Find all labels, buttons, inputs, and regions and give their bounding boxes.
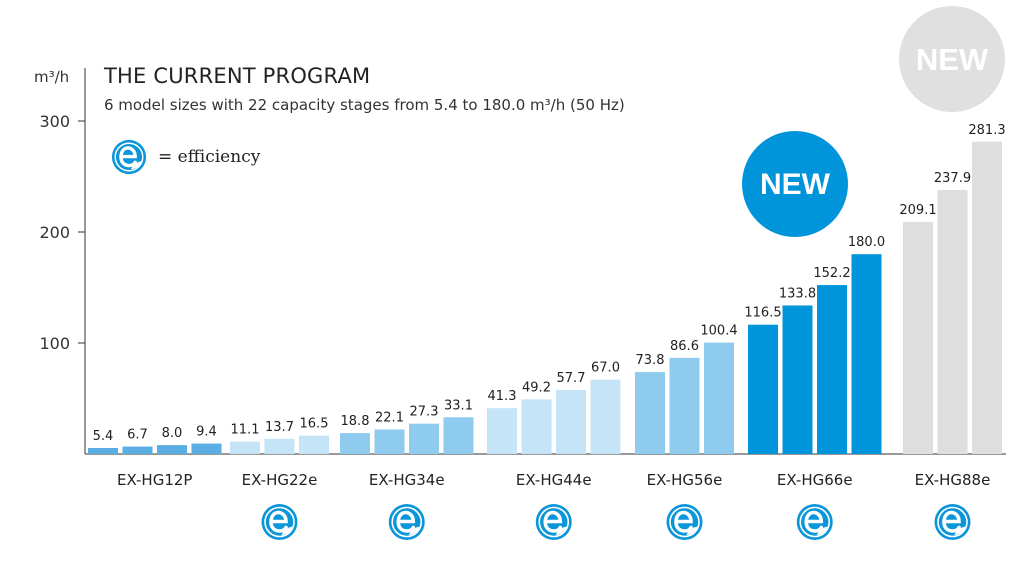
group-labels-layer: EX-HG12P EX-HG22e EX-HG34e EX-HG44e EX-HG56e… xyxy=(117,471,991,542)
y-axis-unit: m³/h xyxy=(34,68,70,86)
bar-value-label: 18.8 xyxy=(341,414,370,429)
bar-value-label: 67.0 xyxy=(591,361,620,376)
bar-value-label: 237.9 xyxy=(934,171,971,186)
efficiency-icon xyxy=(533,502,574,542)
group-label: EX-HG66e xyxy=(777,471,853,489)
bar xyxy=(903,221,933,454)
bar-value-label: 57.7 xyxy=(557,371,586,386)
bar xyxy=(122,446,153,454)
efficiency-icon xyxy=(794,502,835,542)
bar xyxy=(443,417,474,454)
efficiency-legend-text: = efficiency xyxy=(158,147,261,167)
bar xyxy=(230,441,260,454)
group-label: EX-HG56e xyxy=(647,471,723,489)
bar xyxy=(817,285,847,454)
bar-value-label: 180.0 xyxy=(848,235,885,250)
group-label: EX-HG12P xyxy=(117,471,192,489)
bar xyxy=(340,433,370,454)
efficiency-icon xyxy=(386,502,427,542)
bar-value-label: 6.7 xyxy=(127,428,148,443)
bar-value-label: 8.0 xyxy=(162,426,183,441)
chart-title: THE CURRENT PROGRAM xyxy=(104,64,371,88)
efficiency-icon xyxy=(664,502,705,542)
group-label: EX-HG34e xyxy=(369,471,445,489)
bar xyxy=(191,443,222,454)
y-tick-label: 100 xyxy=(39,334,70,353)
y-tick-label: 200 xyxy=(39,223,70,242)
bar xyxy=(590,379,621,454)
bar-value-label: 16.5 xyxy=(300,417,329,432)
new-badge-grey-label: NEW xyxy=(916,42,989,77)
bar xyxy=(937,189,968,454)
new-badge-grey-circle xyxy=(899,6,1005,112)
bar xyxy=(704,342,734,454)
bar xyxy=(972,141,1002,454)
bar xyxy=(556,389,586,454)
bar-value-label: 281.3 xyxy=(968,123,1005,138)
y-tick-label: 300 xyxy=(39,112,70,131)
efficiency-icon xyxy=(259,502,300,542)
bar-value-label: 152.2 xyxy=(813,266,850,281)
bar xyxy=(669,357,700,454)
bar-value-label: 22.1 xyxy=(375,410,404,425)
badge-layer: NEW NEW xyxy=(742,6,1005,237)
bar-value-label: 209.1 xyxy=(899,203,936,218)
bar-value-label: 27.3 xyxy=(410,405,439,420)
bar-value-label: 11.1 xyxy=(231,423,260,438)
bar-value-label: 86.6 xyxy=(670,339,699,354)
bar-value-label: 9.4 xyxy=(196,425,217,440)
labels-layer: 5.4 6.7 8.0 9.4 11.1 13.7 16.5 18.8 22.1 27.3 33.1… xyxy=(93,123,1006,444)
bar-value-label: 5.4 xyxy=(93,429,114,444)
chart-subtitle: 6 model sizes with 22 capacity stages fr… xyxy=(104,96,625,114)
bar-value-label: 116.5 xyxy=(744,306,781,321)
bar xyxy=(157,445,187,454)
group-label: EX-HG44e xyxy=(516,471,592,489)
bar-value-label: 49.2 xyxy=(522,380,551,395)
bar-value-label: 133.8 xyxy=(779,286,816,301)
group-label: EX-HG88e xyxy=(915,471,991,489)
bar xyxy=(409,423,439,454)
bar xyxy=(88,448,118,454)
bar-value-label: 41.3 xyxy=(488,389,517,404)
bar xyxy=(521,399,552,454)
bar xyxy=(635,372,665,454)
bar xyxy=(374,429,405,454)
bar xyxy=(264,438,295,454)
new-badge-label: NEW xyxy=(760,168,831,201)
group-label: EX-HG22e xyxy=(242,471,318,489)
efficiency-legend: = efficiency xyxy=(110,138,260,176)
bar-value-label: 33.1 xyxy=(444,398,473,413)
bar xyxy=(782,305,813,454)
new-badge-circle xyxy=(742,131,848,237)
bar xyxy=(748,324,778,454)
bar-value-label: 100.4 xyxy=(700,324,737,339)
bar-value-label: 73.8 xyxy=(636,353,665,368)
efficiency-icon xyxy=(110,138,148,176)
bar xyxy=(851,254,882,454)
bar xyxy=(487,408,517,454)
bars-layer xyxy=(88,141,1002,454)
bar-value-label: 13.7 xyxy=(265,420,294,435)
efficiency-icon xyxy=(932,502,973,542)
bar xyxy=(299,435,329,454)
